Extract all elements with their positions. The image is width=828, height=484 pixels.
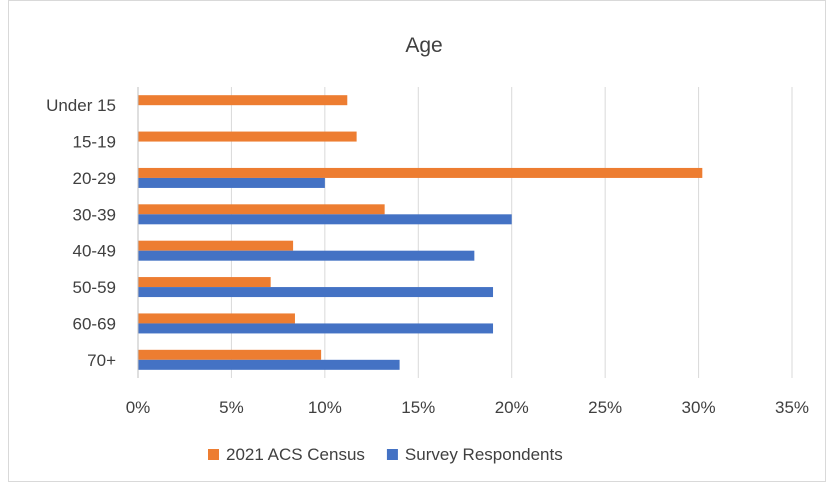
bar-census-7	[138, 349, 322, 360]
category-label: Under 15	[46, 96, 116, 115]
x-tick-label: 5%	[219, 398, 244, 417]
bars	[138, 95, 703, 370]
bar-survey-3	[138, 214, 512, 225]
bar-census-4	[138, 240, 294, 251]
legend-swatch	[208, 449, 219, 460]
bar-survey-5	[138, 287, 494, 298]
category-label: 50-59	[73, 278, 116, 297]
bar-survey-4	[138, 250, 475, 261]
category-label: 40-49	[73, 242, 116, 261]
legend-label: Survey Respondents	[405, 445, 563, 464]
bar-census-5	[138, 277, 271, 288]
category-label: 60-69	[73, 314, 116, 333]
bar-survey-6	[138, 323, 494, 334]
x-tick-label: 35%	[775, 398, 809, 417]
legend: 2021 ACS Census Survey Respondents	[208, 445, 563, 464]
x-tick-labels: 0% 5% 10% 15% 20% 25% 30% 35%	[126, 398, 809, 417]
bar-census-2	[138, 167, 703, 178]
bar-census-3	[138, 204, 385, 215]
bar-census-1	[138, 131, 357, 142]
bar-survey-7	[138, 359, 400, 370]
bar-census-0	[138, 95, 348, 106]
bar-survey-2	[138, 177, 325, 188]
x-tick-label: 30%	[682, 398, 716, 417]
x-tick-label: 25%	[588, 398, 622, 417]
legend-swatch	[386, 449, 398, 460]
category-label: 70+	[87, 351, 116, 370]
x-tick-label: 10%	[308, 398, 342, 417]
x-tick-label: 0%	[126, 398, 151, 417]
x-tick-label: 20%	[495, 398, 529, 417]
chart-title: Age	[405, 34, 442, 57]
x-tick-label: 15%	[401, 398, 435, 417]
category-label: 15-19	[73, 133, 116, 152]
category-labels: Under 15 15-19 20-29 30-39 40-49 50-59 60-69 70…	[46, 96, 116, 370]
gridlines	[230, 87, 793, 378]
legend-label: 2021 ACS Census	[226, 445, 365, 464]
category-label: 20-29	[73, 169, 116, 188]
category-label: 30-39	[73, 205, 116, 224]
bar-census-6	[138, 313, 295, 324]
